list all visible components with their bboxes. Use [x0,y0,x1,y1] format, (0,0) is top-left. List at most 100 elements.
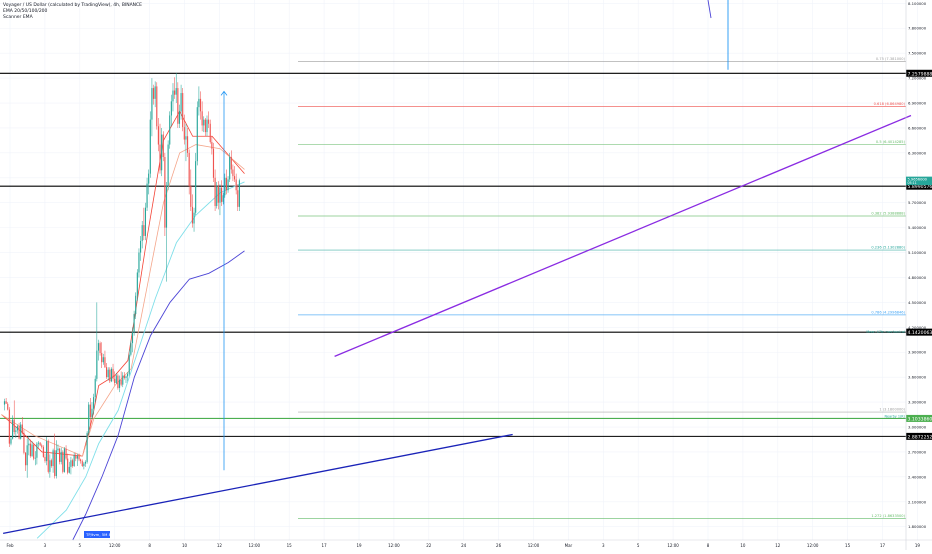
candle-body [145,208,146,236]
candle-body [74,455,75,466]
candle-body [210,124,211,142]
level-price-label: 2.8872252 [908,434,932,440]
candle-body [31,444,32,456]
candle-body [82,461,83,466]
candle-body [184,127,185,139]
candle-body [12,420,13,439]
candle-body [57,449,58,451]
candle-body [83,464,84,466]
candle-body [67,459,68,473]
candle-body [62,452,63,472]
candle-body [30,444,31,456]
price-tick-label: 2.400000 [908,474,927,479]
time-tick-label: 17 [322,543,328,548]
candle-body [96,351,97,379]
legend-scanner-line[interactable]: Scanner EMA [3,15,142,21]
candle-body [48,441,49,472]
price-tick-label: 7.200000 [908,76,927,81]
price-tick-label: 3.300000 [908,400,927,405]
candle-body [10,439,11,444]
time-tick-label: 12:00 [388,543,400,548]
price-tick-label: 7.800000 [908,26,927,31]
candle-body [51,460,52,466]
candle-body [213,149,214,178]
price-tick-label: 5.400000 [908,225,927,230]
candle-body [53,450,54,466]
candle-body [77,456,78,458]
candle-body [117,376,118,388]
time-tick-label: 19 [915,543,921,548]
candle-body [148,174,149,184]
candle-body [142,225,143,241]
candle-body [168,145,169,187]
candle-body [192,207,193,224]
candle-body [239,180,240,207]
candle-body [219,188,220,203]
time-tick-label: 12:00 [667,543,679,548]
candle-body [130,343,131,355]
candle-body [28,444,29,446]
candle-body [19,426,20,438]
candle-body [85,462,86,464]
watermark-label: TP/tvm, 5M 8% [85,532,115,537]
candle-body [20,425,21,439]
candle-body [111,369,112,381]
chart-legend: Voyager / US Dollar (calculated by Tradi… [3,3,142,21]
candle-body [22,425,23,433]
candle-body [49,460,50,472]
candle-body [121,380,122,385]
price-tick-label: 2.100000 [908,499,927,504]
candle-body [95,379,96,397]
candle-body [87,433,88,462]
candle-body [93,397,94,409]
candle-body [146,184,147,208]
fib-level-label: 0.75 (7.381000) [876,57,906,61]
candle-body [223,195,224,202]
price-tick-label: 5.700000 [908,200,927,205]
fib-level-label: 1 (3.1800000) [879,408,905,412]
candle-body [38,443,39,444]
candle-body [193,213,194,224]
candle-body [78,456,79,459]
candle-body [33,444,34,458]
candle-body [104,357,105,367]
candle-body [101,353,102,362]
candle-body [155,86,156,98]
price-tick-label: 8.100000 [908,1,927,6]
candle-body [171,101,172,115]
time-tick-label: Mar [565,543,573,548]
candle-body [106,367,107,377]
candle-body [206,120,207,132]
time-tick-label: 3 [44,543,47,548]
annotation-label: Nearby 1(R) [885,415,906,419]
fib-level-label: 0.236 (5.1302880) [871,246,905,250]
candle-body [190,186,191,207]
candle-body [27,445,28,465]
candle-body [69,467,70,473]
candle-body [163,135,164,157]
candle-body [132,332,133,343]
current-price-countdown: 05:11 [908,181,917,185]
candle-body [90,405,91,417]
candle-body [6,401,7,403]
candle-body [227,179,228,190]
candle-body [174,91,175,95]
candle-body [176,88,177,95]
candle-body [109,370,110,382]
candle-body [150,120,151,174]
fib-level-label: 1.272 (1.8633500) [871,514,905,518]
candle-body [164,157,165,228]
candle-body [119,380,120,388]
candle-body [211,142,212,149]
time-tick-label: 26 [496,543,502,548]
candle-body [43,447,44,457]
candle-body [103,357,104,362]
candle-body [153,88,154,99]
candle-body [226,178,227,190]
candle-body [100,343,101,353]
price-tick-label: 7.500000 [908,51,927,56]
candle-body [195,161,196,213]
